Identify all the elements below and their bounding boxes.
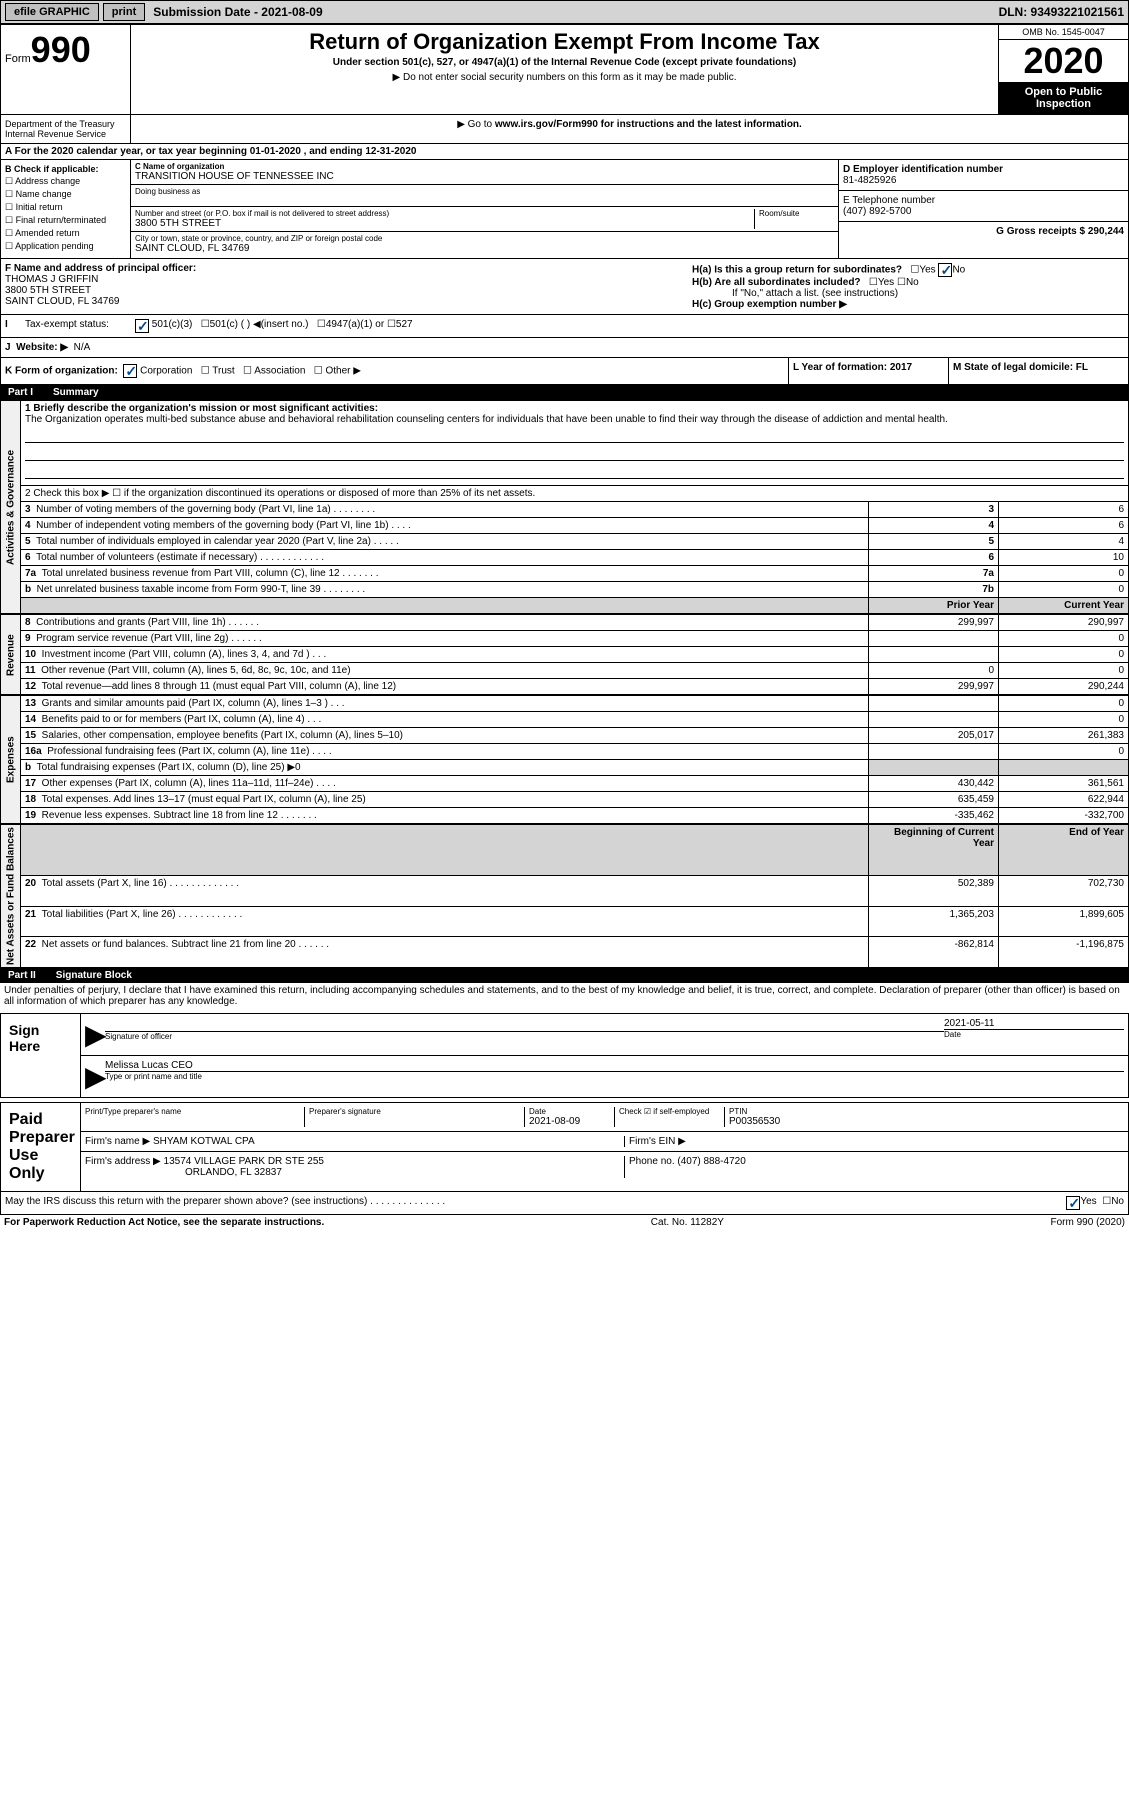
line-a: A For the 2020 calendar year, or tax yea… [0, 144, 1129, 160]
website-row: J Website: ▶ N/A [0, 338, 1129, 358]
org-city: SAINT CLOUD, FL 34769 [135, 243, 834, 254]
org-street: 3800 5TH STREET [135, 218, 754, 229]
department-label: Department of the TreasuryInternal Reven… [1, 115, 131, 144]
form-number: 990 [31, 29, 91, 70]
tax-year: 2020 [999, 40, 1128, 82]
501c3-checkbox[interactable] [135, 319, 149, 333]
part-2-header: Part IISignature Block [0, 968, 1129, 983]
expenses-sidelabel: Expenses [1, 696, 21, 824]
section-de: D Employer identification number 81-4825… [838, 160, 1128, 258]
section-h: H(a) Is this a group return for subordin… [688, 259, 1128, 314]
paid-preparer-block: Paid Preparer Use Only Print/Type prepar… [0, 1102, 1129, 1192]
section-k: K Form of organization: Corporation ☐ Tr… [1, 358, 788, 384]
revenue-sidelabel: Revenue [1, 615, 21, 695]
discuss-row: May the IRS discuss this return with the… [0, 1192, 1129, 1215]
ein: 81-4825926 [843, 175, 1124, 186]
form-header: Form990 Return of Organization Exempt Fr… [0, 24, 1129, 115]
tax-exempt-row: I Tax-exempt status: 501(c)(3) ☐ 501(c) … [0, 315, 1129, 338]
section-b: B Check if applicable: ☐ Address change … [1, 160, 131, 258]
section-f: F Name and address of principal officer:… [1, 259, 688, 314]
netassets-sidelabel: Net Assets or Fund Balances [1, 825, 21, 968]
subtitle-2: ▶ Do not enter social security numbers o… [135, 70, 994, 85]
form-label: Form [5, 53, 31, 65]
phone: (407) 892-5700 [843, 206, 1124, 217]
sig-date: 2021-05-11 [944, 1018, 1124, 1030]
efile-label: efile GRAPHIC [5, 3, 99, 21]
officer-name: Melissa Lucas CEO [105, 1060, 1124, 1072]
sign-here-block: Sign Here ▶ Signature of officer 2021-05… [0, 1013, 1129, 1098]
summary-table: Activities & Governance 1 Briefly descri… [0, 400, 1129, 614]
org-name: TRANSITION HOUSE OF TENNESSEE INC [135, 171, 834, 182]
ptin: P00356530 [729, 1116, 1124, 1127]
declaration-text: Under penalties of perjury, I declare th… [0, 983, 1129, 1009]
firm-phone: Phone no. (407) 888-4720 [625, 1156, 1124, 1178]
mission-text: The Organization operates multi-bed subs… [25, 414, 1124, 425]
top-bar: efile GRAPHIC print Submission Date - 20… [0, 0, 1129, 24]
discuss-yes-checkbox[interactable] [1066, 1196, 1080, 1210]
goto-pre: ▶ Go to [457, 119, 495, 130]
gross-receipts: G Gross receipts $ 290,244 [996, 226, 1124, 237]
form990-link[interactable]: www.irs.gov/Form990 [495, 119, 598, 130]
subtitle-1: Under section 501(c), 527, or 4947(a)(1)… [135, 55, 994, 70]
h-a-no-checkbox[interactable] [938, 263, 952, 277]
form-title: Return of Organization Exempt From Incom… [135, 29, 994, 55]
print-button[interactable]: print [103, 3, 145, 21]
part-1-header: Part ISummary [0, 385, 1129, 400]
open-public-label: Open to Public Inspection [999, 82, 1128, 114]
corp-checkbox[interactable] [123, 364, 137, 378]
dln-label: DLN: 93493221021561 [999, 5, 1124, 19]
goto-post: for instructions and the latest informat… [598, 119, 802, 130]
section-l: L Year of formation: 2017 [788, 358, 948, 384]
activities-sidelabel: Activities & Governance [1, 401, 21, 614]
footer: For Paperwork Reduction Act Notice, see … [0, 1215, 1129, 1230]
section-m: M State of legal domicile: FL [948, 358, 1128, 384]
firm-name: SHYAM KOTWAL CPA [153, 1136, 255, 1147]
submission-date: Submission Date - 2021-08-09 [153, 5, 322, 19]
omb-number: OMB No. 1545-0047 [999, 25, 1128, 40]
section-c: C Name of organization TRANSITION HOUSE … [131, 160, 838, 258]
